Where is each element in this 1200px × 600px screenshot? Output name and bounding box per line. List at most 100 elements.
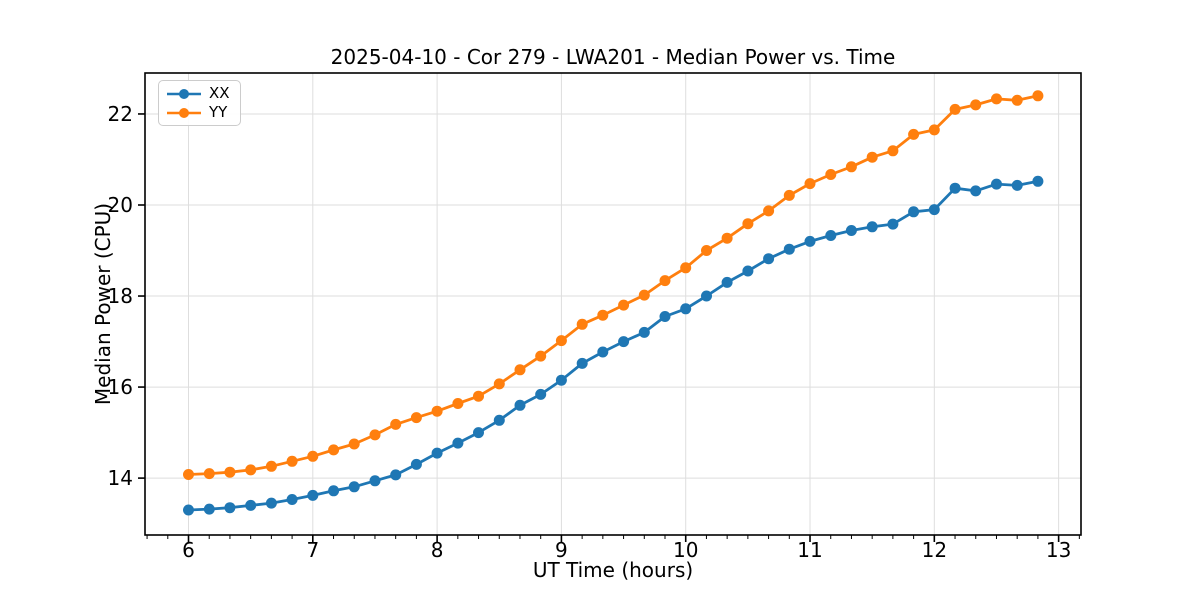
y-tick-label: 20 [108, 193, 133, 217]
series-yy-marker [473, 390, 484, 402]
legend-label: YY [209, 103, 228, 121]
series-xx-marker [307, 489, 319, 501]
series-xx-marker [348, 481, 360, 493]
series-yy-marker [203, 468, 215, 480]
legend-marker-yy-icon [167, 107, 201, 118]
series-xx-marker [328, 485, 340, 497]
series-xx-marker [1011, 179, 1023, 191]
series-yy-marker [866, 151, 878, 163]
series-xx-marker [845, 225, 857, 236]
series-yy-marker [680, 262, 692, 274]
series-yy-marker [348, 438, 360, 450]
series-xx-marker [618, 336, 630, 348]
series-yy-marker [535, 350, 547, 362]
series-yy-marker [949, 103, 961, 115]
series-xx-marker [680, 303, 692, 315]
series-xx-marker [928, 204, 940, 216]
series-yy-marker [908, 128, 920, 140]
x-tick-label: 13 [1046, 538, 1071, 562]
series-yy-marker [845, 161, 857, 173]
series-xx-marker [721, 276, 733, 288]
series-xx-marker [866, 221, 878, 233]
series-yy-marker [742, 218, 754, 230]
x-tick-label: 11 [797, 538, 822, 562]
series-xx-marker [493, 414, 505, 426]
y-tick-label: 18 [108, 284, 133, 308]
x-tick-label: 9 [555, 538, 568, 562]
series-xx-marker [514, 399, 526, 411]
series-yy-marker [555, 335, 567, 347]
series-yy-marker [701, 245, 712, 256]
series-xx-marker [804, 235, 816, 247]
series-yy-marker [618, 299, 630, 311]
x-tick-label: 6 [182, 538, 195, 562]
plot-border [144, 72, 1082, 536]
series-xx-marker [742, 265, 754, 277]
series-yy-marker [265, 460, 277, 472]
legend-marker-xx-icon [167, 88, 201, 99]
series-xx-marker [410, 458, 422, 470]
series-yy-marker [410, 412, 422, 424]
series-yy-marker [638, 289, 650, 301]
series-yy-marker [887, 145, 899, 157]
x-axis-label: UT Time (hours) [532, 558, 694, 582]
x-tick-label: 12 [922, 538, 947, 562]
series-yy-marker [286, 455, 298, 467]
y-tick-label: 22 [108, 102, 133, 126]
series-yy-marker [183, 469, 194, 480]
series-xx-marker [369, 475, 381, 487]
series-xx-marker [203, 503, 215, 515]
series-xx-marker [183, 504, 194, 516]
series-yy-marker [390, 418, 402, 430]
series-yy-marker [659, 275, 671, 287]
series-xx-marker [970, 185, 982, 197]
series-xx-marker [638, 326, 650, 338]
series-yy-marker [514, 364, 526, 376]
series-xx-marker [576, 357, 588, 369]
series-xx-marker [763, 253, 775, 265]
series-yy-marker [452, 398, 464, 409]
series-xx-marker [659, 311, 671, 322]
series-yy-marker [1032, 90, 1044, 102]
series-yy-marker [804, 178, 816, 190]
series-yy-marker [783, 189, 795, 201]
series-xx-marker [825, 230, 837, 241]
series-xx-marker [390, 469, 402, 481]
series-xx-marker [245, 499, 257, 511]
series-xx-marker [473, 427, 484, 439]
series-xx-marker [286, 494, 298, 505]
series-yy-marker [991, 93, 1002, 105]
series-yy-marker [928, 124, 940, 136]
legend: XX YY [158, 80, 241, 126]
series-yy-marker [1011, 94, 1023, 106]
series-yy-marker [721, 232, 733, 244]
series-yy-marker [224, 466, 236, 478]
series-yy-line [188, 94, 1039, 476]
series-xx-marker [1032, 175, 1044, 187]
legend-entry-yy: YY [166, 105, 230, 120]
series-yy-marker [970, 99, 982, 111]
series-xx-marker [949, 182, 961, 194]
x-tick-label: 10 [673, 538, 698, 562]
series-yy-marker [369, 429, 381, 441]
series-yy-marker [245, 464, 257, 476]
series-xx-marker [908, 206, 920, 218]
series-xx-marker [452, 437, 464, 449]
series-yy-marker [576, 318, 588, 330]
legend-label: XX [209, 84, 230, 102]
series-yy-marker [825, 169, 837, 180]
series-yy-marker [597, 309, 609, 321]
series-yy-marker [493, 378, 505, 390]
series-xx-marker [701, 290, 712, 302]
series-xx-marker [555, 374, 567, 386]
series-xx-marker [887, 218, 899, 230]
series-yy-marker [431, 405, 443, 417]
series-yy-marker [307, 450, 319, 462]
series-xx-marker [535, 388, 547, 400]
series-xx-marker [783, 243, 795, 255]
x-tick-label: 8 [431, 538, 444, 562]
series-xx-marker [431, 447, 443, 459]
legend-entry-xx: XX [166, 86, 230, 101]
